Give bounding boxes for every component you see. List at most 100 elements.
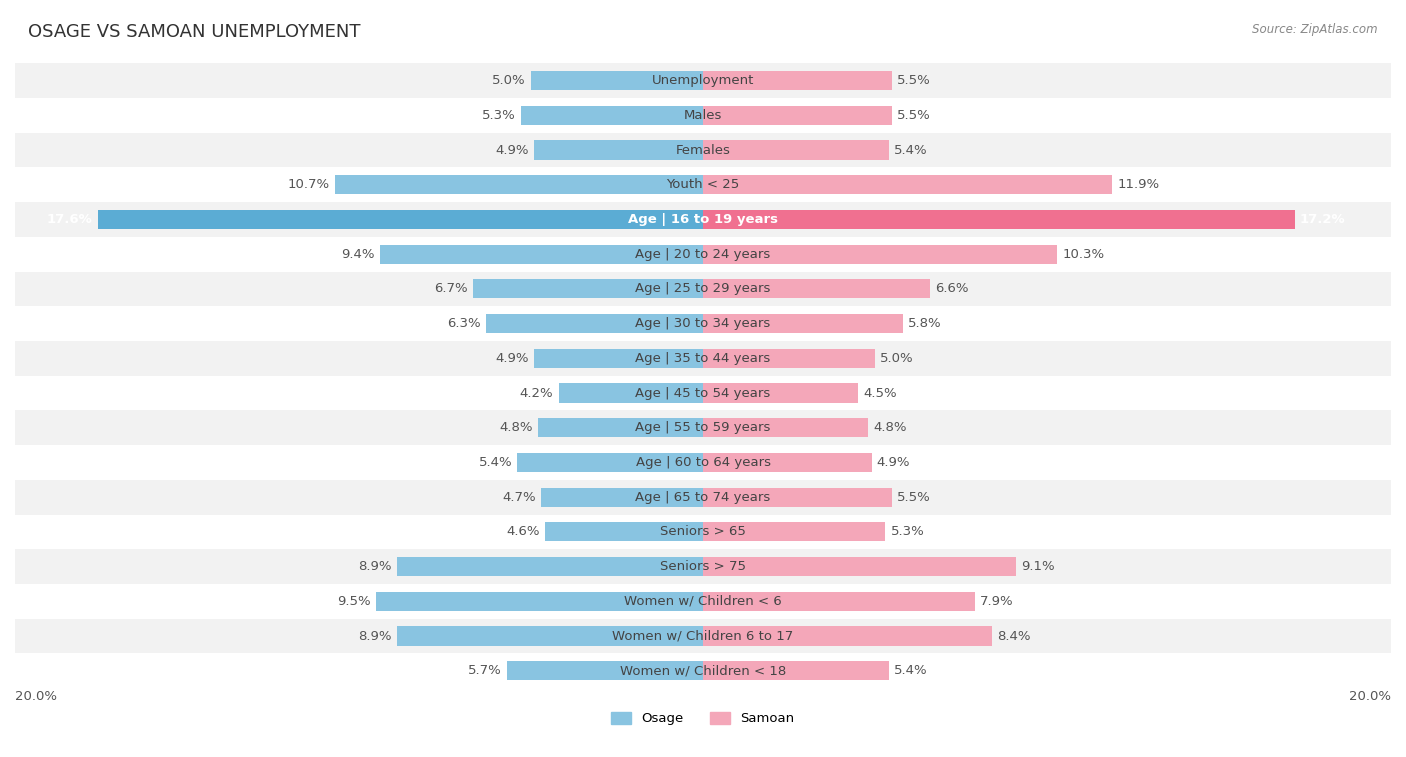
- Text: 4.9%: 4.9%: [496, 144, 529, 157]
- Text: 10.7%: 10.7%: [288, 178, 330, 192]
- Bar: [377, 592, 703, 611]
- Text: 11.9%: 11.9%: [1118, 178, 1160, 192]
- Bar: [703, 418, 868, 438]
- Bar: [703, 661, 889, 681]
- Text: 6.3%: 6.3%: [447, 317, 481, 330]
- Text: 9.4%: 9.4%: [342, 248, 374, 260]
- Text: Seniors > 65: Seniors > 65: [659, 525, 747, 538]
- Text: 17.2%: 17.2%: [1299, 213, 1346, 226]
- Bar: [558, 384, 703, 403]
- Text: Age | 16 to 19 years: Age | 16 to 19 years: [628, 213, 778, 226]
- Bar: [534, 349, 703, 368]
- Bar: [703, 349, 875, 368]
- Bar: [97, 210, 703, 229]
- Text: Age | 65 to 74 years: Age | 65 to 74 years: [636, 491, 770, 503]
- Legend: Osage, Samoan: Osage, Samoan: [606, 706, 800, 731]
- Bar: [703, 384, 858, 403]
- Bar: [396, 627, 703, 646]
- Text: 4.7%: 4.7%: [502, 491, 536, 503]
- Text: Age | 25 to 29 years: Age | 25 to 29 years: [636, 282, 770, 295]
- Bar: [703, 557, 1017, 576]
- Text: 4.2%: 4.2%: [520, 387, 554, 400]
- Bar: [15, 202, 1391, 237]
- Bar: [703, 279, 929, 298]
- Text: 5.8%: 5.8%: [908, 317, 941, 330]
- Text: 4.5%: 4.5%: [863, 387, 897, 400]
- Text: Seniors > 75: Seniors > 75: [659, 560, 747, 573]
- Text: Women w/ Children < 6: Women w/ Children < 6: [624, 595, 782, 608]
- Text: 5.4%: 5.4%: [894, 664, 928, 678]
- Text: 20.0%: 20.0%: [1348, 690, 1391, 703]
- Text: Females: Females: [675, 144, 731, 157]
- Text: 9.5%: 9.5%: [337, 595, 371, 608]
- Bar: [15, 132, 1391, 167]
- Text: 5.0%: 5.0%: [880, 352, 914, 365]
- Text: Women w/ Children < 18: Women w/ Children < 18: [620, 664, 786, 678]
- Text: 8.9%: 8.9%: [359, 560, 392, 573]
- Bar: [703, 592, 974, 611]
- Bar: [703, 71, 893, 90]
- Bar: [15, 167, 1391, 202]
- Bar: [472, 279, 703, 298]
- Bar: [15, 307, 1391, 341]
- Bar: [541, 488, 703, 506]
- Text: 4.6%: 4.6%: [506, 525, 540, 538]
- Bar: [15, 64, 1391, 98]
- Text: 5.0%: 5.0%: [492, 74, 526, 87]
- Bar: [15, 375, 1391, 410]
- Bar: [703, 175, 1112, 195]
- Text: 17.6%: 17.6%: [46, 213, 93, 226]
- Bar: [517, 453, 703, 472]
- Text: Women w/ Children 6 to 17: Women w/ Children 6 to 17: [613, 630, 793, 643]
- Bar: [15, 410, 1391, 445]
- Text: 20.0%: 20.0%: [15, 690, 58, 703]
- Text: 5.3%: 5.3%: [890, 525, 924, 538]
- Text: 5.5%: 5.5%: [897, 491, 931, 503]
- Text: 5.7%: 5.7%: [468, 664, 502, 678]
- Bar: [538, 418, 703, 438]
- Text: 5.4%: 5.4%: [478, 456, 512, 469]
- Text: 7.9%: 7.9%: [980, 595, 1014, 608]
- Text: Age | 30 to 34 years: Age | 30 to 34 years: [636, 317, 770, 330]
- Bar: [531, 71, 703, 90]
- Text: 9.1%: 9.1%: [1021, 560, 1054, 573]
- Bar: [15, 653, 1391, 688]
- Bar: [15, 98, 1391, 132]
- Bar: [15, 272, 1391, 307]
- Text: Youth < 25: Youth < 25: [666, 178, 740, 192]
- Bar: [15, 341, 1391, 375]
- Bar: [703, 106, 893, 125]
- Bar: [703, 314, 903, 333]
- Bar: [520, 106, 703, 125]
- Bar: [380, 245, 703, 263]
- Text: 4.8%: 4.8%: [499, 421, 533, 435]
- Bar: [703, 245, 1057, 263]
- Bar: [15, 515, 1391, 550]
- Bar: [486, 314, 703, 333]
- Text: 8.9%: 8.9%: [359, 630, 392, 643]
- Bar: [703, 453, 872, 472]
- Bar: [15, 550, 1391, 584]
- Text: 5.5%: 5.5%: [897, 74, 931, 87]
- Bar: [703, 488, 893, 506]
- Bar: [508, 661, 703, 681]
- Text: Unemployment: Unemployment: [652, 74, 754, 87]
- Bar: [534, 141, 703, 160]
- Text: 4.8%: 4.8%: [873, 421, 907, 435]
- Text: 8.4%: 8.4%: [997, 630, 1031, 643]
- Bar: [335, 175, 703, 195]
- Text: 5.4%: 5.4%: [894, 144, 928, 157]
- Bar: [703, 522, 886, 541]
- Text: Age | 35 to 44 years: Age | 35 to 44 years: [636, 352, 770, 365]
- Bar: [15, 584, 1391, 618]
- Text: Males: Males: [683, 109, 723, 122]
- Text: 10.3%: 10.3%: [1063, 248, 1105, 260]
- Text: 5.5%: 5.5%: [897, 109, 931, 122]
- Bar: [703, 210, 1295, 229]
- Text: Age | 45 to 54 years: Age | 45 to 54 years: [636, 387, 770, 400]
- Text: Age | 20 to 24 years: Age | 20 to 24 years: [636, 248, 770, 260]
- Text: Age | 60 to 64 years: Age | 60 to 64 years: [636, 456, 770, 469]
- Text: Age | 55 to 59 years: Age | 55 to 59 years: [636, 421, 770, 435]
- Bar: [703, 627, 993, 646]
- Bar: [396, 557, 703, 576]
